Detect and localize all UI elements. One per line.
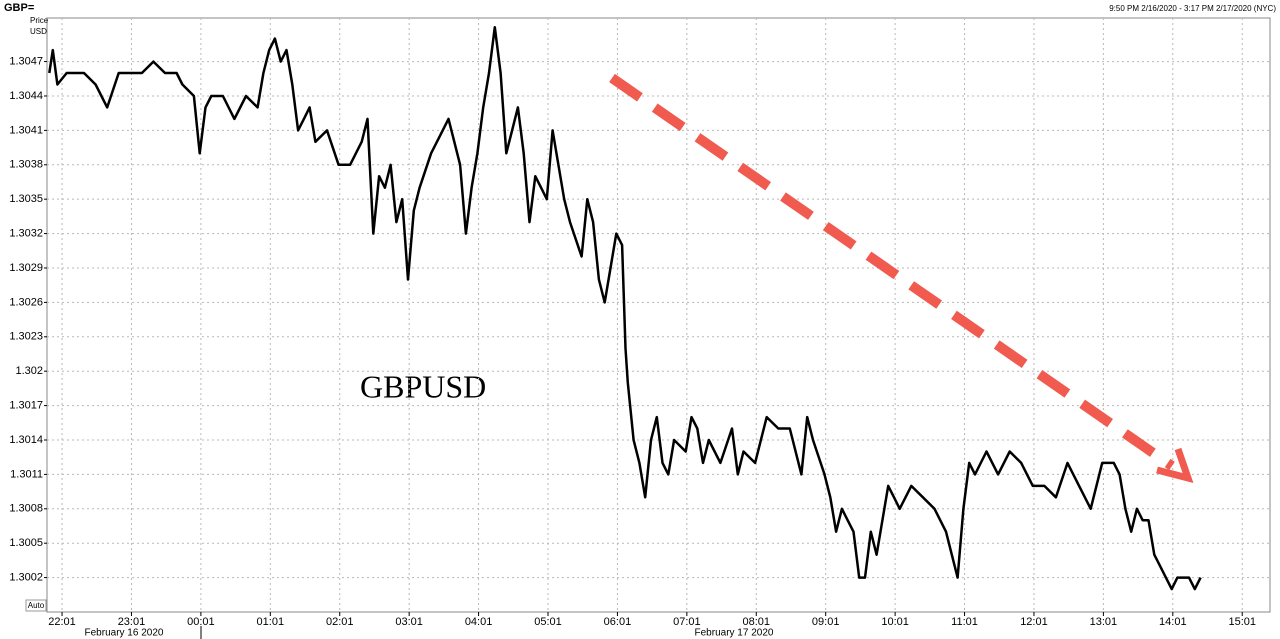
y-tick-label: 1.3032 [9,227,43,239]
y-tick-label: 1.302 [15,365,43,377]
x-tick-label: 02:01 [326,616,354,628]
price-line [48,25,1202,591]
x-tick-label: 00:01 [187,616,215,628]
x-tick-label: 09:01 [812,616,840,628]
arrow-shaft [609,73,1175,471]
y-tick-label: 1.3035 [9,193,43,205]
x-tick-label: 05:01 [534,616,562,628]
x-tick-label: 06:01 [604,616,632,628]
x-tick-label: 08:01 [743,616,771,628]
date-label: February 17 2020 [695,628,774,639]
y-tick-label: 1.3002 [9,572,43,584]
y-label: Price [30,16,49,25]
y-tick-label: 1.3029 [9,262,43,274]
x-tick-label: 14:01 [1159,616,1187,628]
x-tick-label: 04:01 [465,616,493,628]
y-tick-label: 1.3005 [9,537,43,549]
x-tick-label: 03:01 [395,616,423,628]
x-tick-label: 23:01 [118,616,146,628]
y-tick-label: 1.3017 [9,399,43,411]
arrow-head [1156,447,1194,484]
subtitle: 9:50 PM 2/16/2020 - 3:17 PM 2/17/2020 (N… [1109,4,1276,13]
auto-box [25,599,47,612]
plot: 1.3047 1.3044 1.3041 1.3038 1.3035 1.3032 1.30… [9,18,1270,628]
y-tick-label: 1.3038 [9,159,43,171]
x-tick-label: 11:01 [951,616,978,628]
y-tick-label: 1.3014 [9,434,43,446]
x-tick-label: 13:01 [1090,616,1118,628]
y-label: USD [30,27,47,36]
y-tick-label: 1.3026 [9,296,43,308]
x-tick-label: 01:01 [257,616,285,628]
y-tick-label: 1.3011 [10,468,43,480]
y-tick-label: 1.3008 [9,503,43,515]
y-tick-label: 1.3047 [9,55,43,67]
x-tick-label: 22:01 [48,616,76,628]
annotation: GBPUSD [360,368,486,404]
annotation: Auto [28,601,45,610]
x-tick-label: 10:01 [881,616,909,628]
y-tick-label: 1.3044 [9,90,43,102]
plot-frame [46,17,1271,613]
x-tick-label: 12:01 [1020,616,1048,628]
chart-title: GBP= [4,2,34,14]
trend-arrow [609,73,1194,484]
x-tick-label: 15:01 [1228,616,1256,628]
y-tick-label: 1.3023 [9,331,43,343]
y-tick-label: 1.3041 [9,124,43,136]
x-tick-label: 07:01 [673,616,701,628]
date-label: February 16 2020 [85,628,164,639]
